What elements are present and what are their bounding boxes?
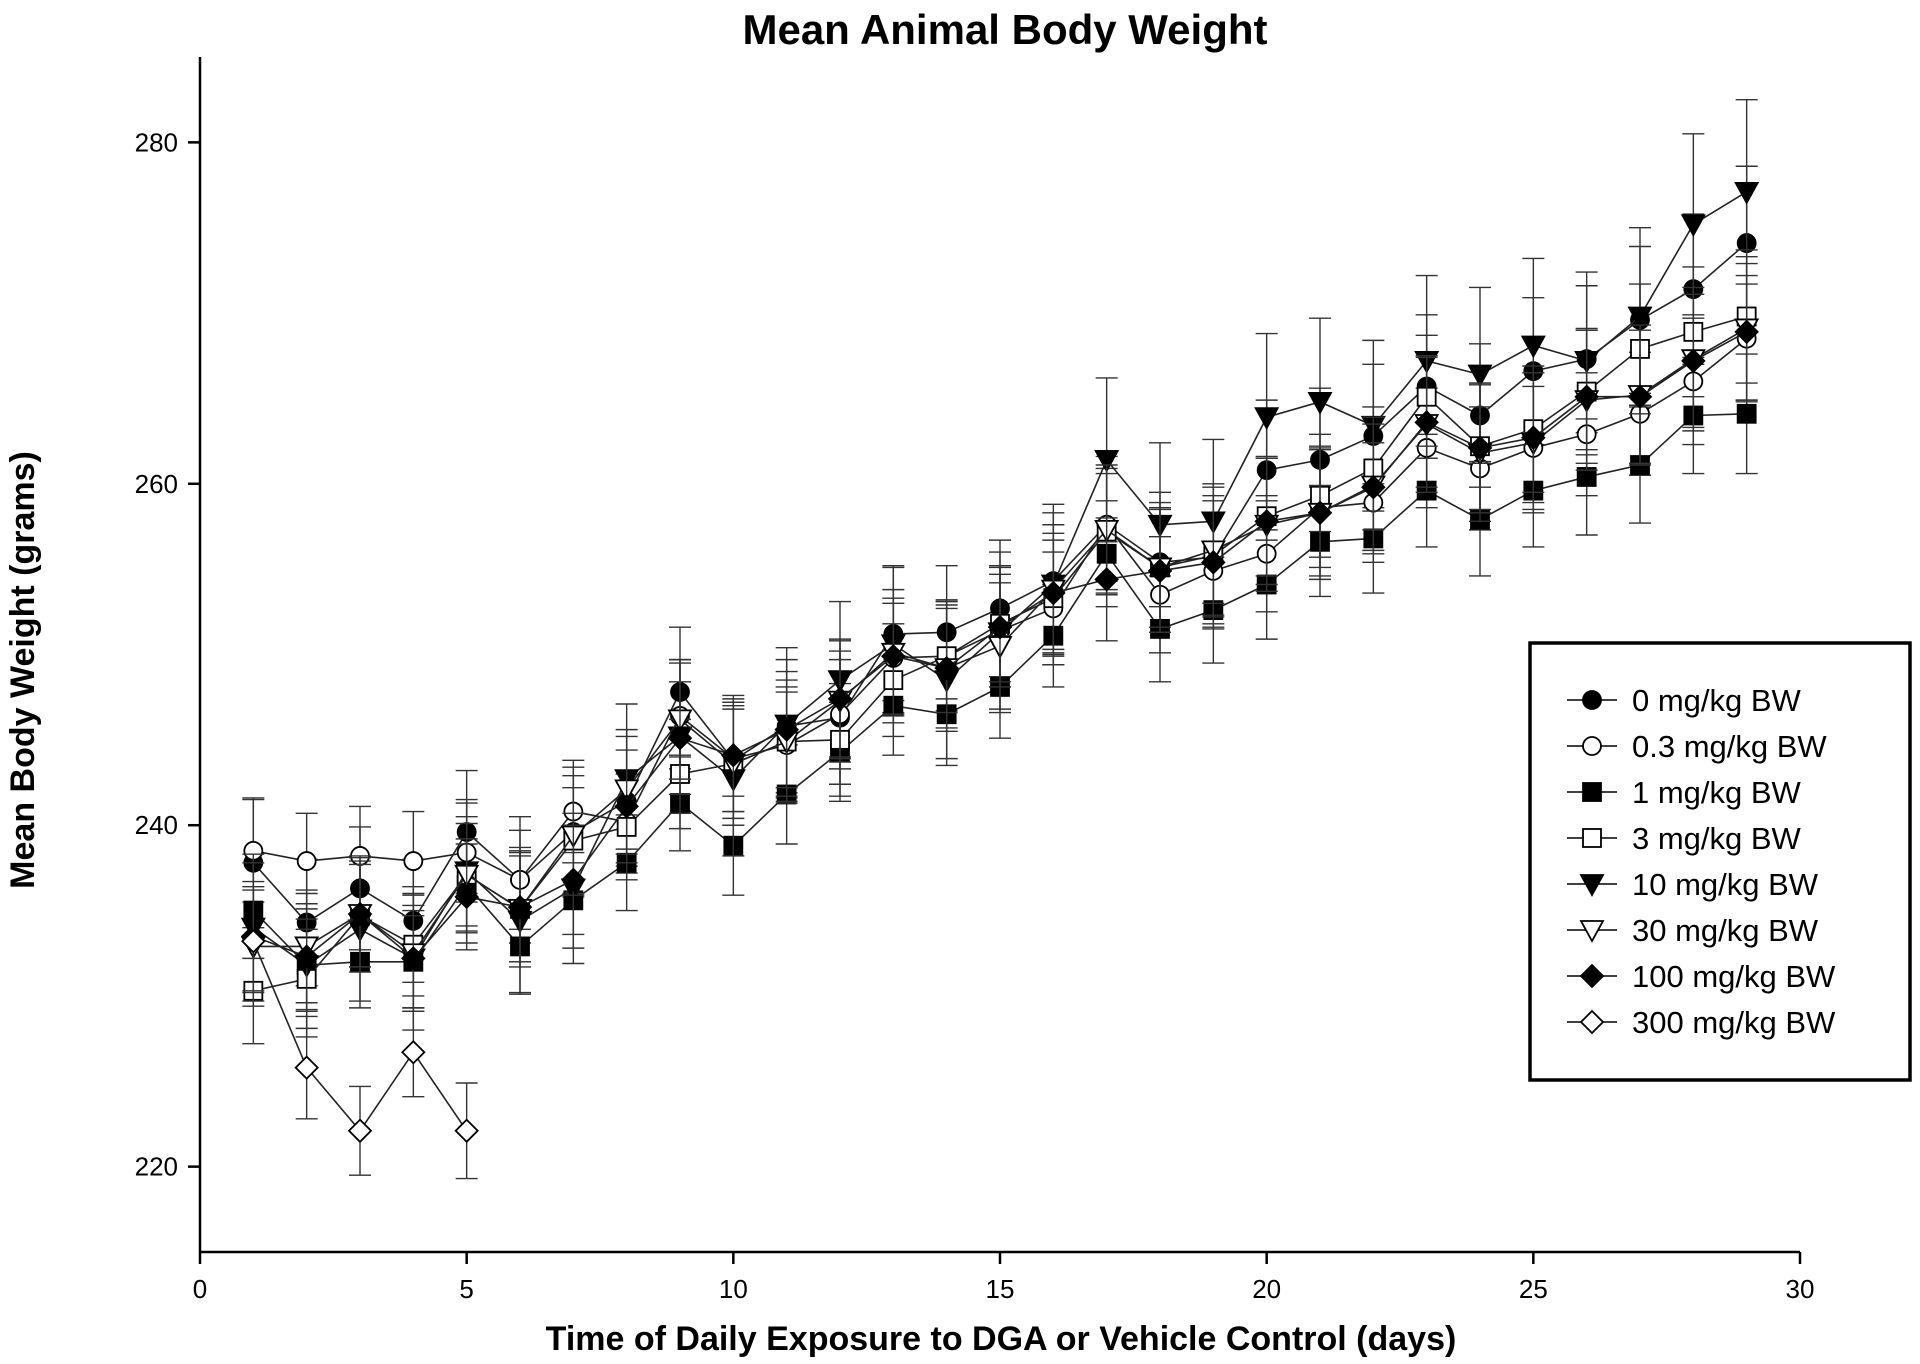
data-point	[721, 742, 746, 768]
data-point	[507, 894, 533, 920]
legend-marker	[1582, 782, 1602, 802]
x-tick-label: 25	[1519, 1274, 1548, 1304]
series-6	[241, 262, 1759, 1012]
plot-area	[240, 98, 1760, 1180]
data-point	[561, 867, 586, 893]
data-point	[1734, 181, 1760, 205]
data-point	[1734, 319, 1759, 345]
legend-label: 0.3 mg/kg BW	[1632, 729, 1827, 764]
y-tick-label: 280	[135, 127, 178, 157]
data-point	[296, 851, 317, 871]
data-point	[1414, 410, 1439, 435]
data-point	[454, 1118, 479, 1144]
axes: 0 5 10 15 20 25 30 220 240 260 280	[135, 57, 1815, 1304]
x-tick-label: 20	[1252, 1274, 1281, 1304]
legend-marker	[1579, 920, 1605, 943]
data-point	[403, 851, 424, 871]
legend-label: 1 mg/kg BW	[1632, 775, 1802, 810]
x-tick-label: 15	[986, 1274, 1015, 1304]
legend-label: 100 mg/kg BW	[1632, 959, 1836, 994]
data-point	[241, 929, 266, 954]
data-point	[1680, 214, 1706, 238]
legend-box	[1528, 641, 1912, 1082]
legend-marker	[1579, 1009, 1605, 1035]
data-point	[1307, 500, 1333, 526]
data-point	[1094, 567, 1119, 592]
legend-marker	[1579, 963, 1605, 989]
data-point	[987, 614, 1013, 640]
data-point	[454, 884, 479, 910]
data-point	[1736, 403, 1757, 424]
data-point	[1467, 364, 1493, 388]
x-tick-label: 10	[719, 1274, 748, 1304]
data-point	[347, 1118, 373, 1144]
data-point	[1520, 335, 1546, 359]
x-tick-label: 0	[193, 1274, 207, 1304]
series-7	[241, 889, 479, 1180]
data-point	[774, 717, 799, 742]
x-tick-label: 30	[1786, 1274, 1815, 1304]
data-point	[401, 946, 426, 971]
legend-marker	[1582, 828, 1602, 848]
legend-label: 10 mg/kg BW	[1632, 867, 1819, 902]
data-point	[1254, 407, 1280, 431]
legend-marker	[1579, 874, 1605, 897]
data-point	[1627, 384, 1653, 409]
data-point	[1627, 306, 1653, 330]
data-point	[1254, 509, 1279, 534]
x-axis-label: Time of Daily Exposure to DGA or Vehicle…	[546, 1320, 1457, 1358]
data-point	[1147, 558, 1173, 584]
chart-title: Mean Animal Body Weight	[742, 6, 1267, 53]
data-point	[347, 901, 373, 927]
data-point	[401, 1039, 426, 1065]
data-point	[1361, 474, 1386, 500]
data-point	[294, 944, 319, 969]
x-tick-label: 5	[459, 1274, 473, 1304]
data-point	[827, 686, 853, 712]
legend-label: 0 mg/kg BW	[1632, 683, 1802, 718]
data-point	[667, 725, 693, 751]
y-tick-label: 240	[135, 810, 178, 840]
legend-marker	[1582, 736, 1602, 756]
legend-label: 3 mg/kg BW	[1632, 821, 1802, 856]
data-point	[614, 794, 639, 819]
data-point	[1574, 384, 1599, 409]
data-point	[934, 655, 959, 681]
data-point	[881, 643, 906, 669]
data-point	[1467, 435, 1493, 461]
y-tick-label: 220	[135, 1152, 178, 1182]
y-axis-label: Mean Body Weight (grams)	[4, 451, 42, 889]
data-point	[1041, 580, 1066, 606]
data-point	[1521, 425, 1546, 450]
data-point	[294, 1055, 319, 1080]
y-tick-label: 260	[135, 469, 178, 499]
data-point	[1681, 348, 1706, 374]
legend-marker	[1582, 690, 1602, 710]
data-point	[1094, 449, 1120, 473]
data-point	[1201, 550, 1226, 575]
data-point	[1307, 391, 1333, 415]
legend: 0 mg/kg BW 0.3 mg/kg BW 1 mg/kg BW 3 mg/kg …	[1528, 641, 1912, 1082]
legend-label: 30 mg/kg BW	[1632, 913, 1819, 948]
legend-label: 300 mg/kg BW	[1632, 1005, 1836, 1040]
